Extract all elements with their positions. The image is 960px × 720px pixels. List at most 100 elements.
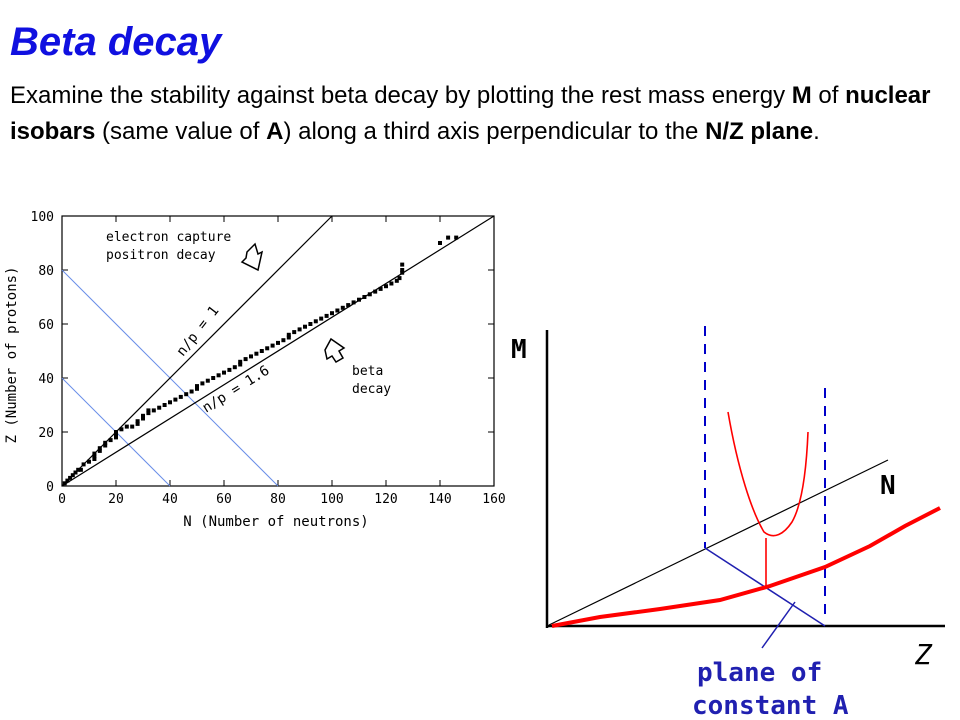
stable-nucleus-point xyxy=(397,276,402,281)
stable-nucleus-point xyxy=(97,446,102,451)
stable-nucleus-point xyxy=(135,421,140,426)
y-tick-label: 0 xyxy=(46,480,54,495)
stable-nucleus-point xyxy=(141,416,145,421)
stable-nucleus-point xyxy=(270,343,275,348)
stable-nucleus-point xyxy=(81,462,86,467)
y-tick-label: 20 xyxy=(38,426,54,441)
stable-nucleus-point xyxy=(103,443,108,448)
stable-nucleus-point xyxy=(73,470,78,475)
stable-nucleus-point xyxy=(189,389,194,394)
stable-nucleus-point xyxy=(303,324,307,329)
stable-nucleus-point xyxy=(151,408,156,413)
intro-part: ) along a third axis perpendicular to th… xyxy=(283,118,706,145)
stable-nucleus-point xyxy=(292,330,297,335)
mass-curve xyxy=(551,506,941,628)
stable-nucleus-point xyxy=(454,235,459,240)
stable-nucleus-point xyxy=(297,327,302,332)
stable-nucleus-point xyxy=(394,278,399,283)
stable-nucleus-point xyxy=(265,346,270,351)
caption-pointer-line xyxy=(761,601,796,649)
stable-nucleus-point xyxy=(124,424,129,429)
x-tick-label: 100 xyxy=(320,492,343,507)
stable-nucleus-point xyxy=(92,454,97,459)
intro-bold-isobars: nuclear isobars xyxy=(10,82,931,145)
tick-layer: 0 20 40 60 80 100 120 140 160 0 20 40 60 80 100 xyxy=(31,210,505,507)
stable-nucleus-point xyxy=(184,392,189,397)
y-tick-label: 60 xyxy=(38,318,54,333)
y-tick-label: 80 xyxy=(38,264,54,279)
stable-nucleus-point xyxy=(400,268,405,272)
stable-nucleus-point xyxy=(286,335,291,340)
stable-nucleus-point xyxy=(114,430,118,434)
stable-nucleus-point xyxy=(319,316,324,321)
stable-nucleus-point xyxy=(92,457,97,461)
intro-bold-m: M xyxy=(791,82,812,109)
stable-nucleus-point xyxy=(367,292,372,297)
slide-title: Beta decay xyxy=(10,20,222,64)
annotation-beta: beta xyxy=(352,364,383,379)
stable-nucleus-point xyxy=(384,284,388,289)
y-tick-label: 100 xyxy=(31,210,54,225)
label-np-1: n/p = 1 xyxy=(174,303,223,359)
x-axis-label: N (Number of neutrons) xyxy=(183,514,368,530)
stable-nucleus-point xyxy=(135,419,140,424)
annotation-electron-capture: electron capture xyxy=(106,230,231,245)
stable-nucleus-point xyxy=(200,381,205,386)
stable-nucleus-point xyxy=(130,424,135,429)
stable-nucleus-point xyxy=(195,386,199,391)
z-axis-label: Z xyxy=(914,638,933,671)
label-np-1-6: n/p = 1.6 xyxy=(200,363,273,417)
x-tick-label: 0 xyxy=(58,492,66,507)
stable-nucleus-point xyxy=(238,362,243,367)
stable-nucleus-point xyxy=(400,270,405,275)
stable-nucleus-point xyxy=(114,435,118,440)
intro-part: (same value of xyxy=(95,118,267,145)
stable-nucleus-point xyxy=(259,349,264,353)
stable-nucleus-point xyxy=(119,427,124,432)
stable-nucleus-point xyxy=(141,413,145,418)
arrow-beta-decay-icon xyxy=(324,337,346,363)
stable-nucleus-point xyxy=(65,478,70,483)
stable-nucleus-point xyxy=(70,473,75,478)
stable-nucleus-point xyxy=(308,322,313,326)
stable-nucleus-point xyxy=(211,376,216,380)
intro-bold-nz-plane: N/Z plane xyxy=(705,118,814,145)
stable-nucleus-point xyxy=(346,303,351,308)
stable-nucleus-point xyxy=(78,467,83,472)
stable-nucleus-point xyxy=(195,384,199,389)
stable-nucleus-point xyxy=(373,289,378,294)
stable-nucleus-point xyxy=(438,241,442,245)
stable-nucleus-point xyxy=(313,319,318,324)
stable-nucleus-point xyxy=(238,359,243,364)
stable-nucleus-point xyxy=(146,408,151,413)
x-tick-label: 40 xyxy=(162,492,178,507)
stable-nucleus-point xyxy=(157,405,162,410)
x-tick-label: 20 xyxy=(108,492,124,507)
stable-nucleus-point xyxy=(222,370,226,375)
stable-nucleus-point xyxy=(68,475,73,480)
stable-nucleus-point xyxy=(205,378,210,383)
m-axis-label: M xyxy=(511,335,527,365)
stable-nucleus-point xyxy=(340,305,345,310)
intro-text: Examine the stability against beta decay… xyxy=(10,78,950,150)
stable-nucleus-point xyxy=(232,365,237,370)
annotation-decay: decay xyxy=(352,382,391,397)
x-tick-label: 140 xyxy=(428,492,451,507)
intro-bold-a: A xyxy=(266,118,284,145)
stable-nucleus-point xyxy=(168,400,172,405)
x-tick-label: 120 xyxy=(374,492,397,507)
stable-nucleus-point xyxy=(330,311,334,316)
mass-surface-diagram: M N Z plane of constant A xyxy=(511,326,945,720)
intro-part: of xyxy=(811,82,846,109)
mass-parabola xyxy=(727,411,809,537)
stable-nucleus-point xyxy=(281,338,286,343)
stable-nucleus-point xyxy=(103,440,108,445)
stable-nucleus-point xyxy=(114,432,118,437)
stable-nucleus-point xyxy=(276,340,280,345)
y-axis-label: Z (Number of protons) xyxy=(4,266,20,443)
stable-nucleus-point xyxy=(351,300,356,305)
stable-nucleus-point xyxy=(227,367,232,372)
arrow-electron-capture-icon xyxy=(240,242,264,272)
y-tick-label: 40 xyxy=(38,372,54,387)
caption-plane-of: plane of xyxy=(697,658,822,688)
